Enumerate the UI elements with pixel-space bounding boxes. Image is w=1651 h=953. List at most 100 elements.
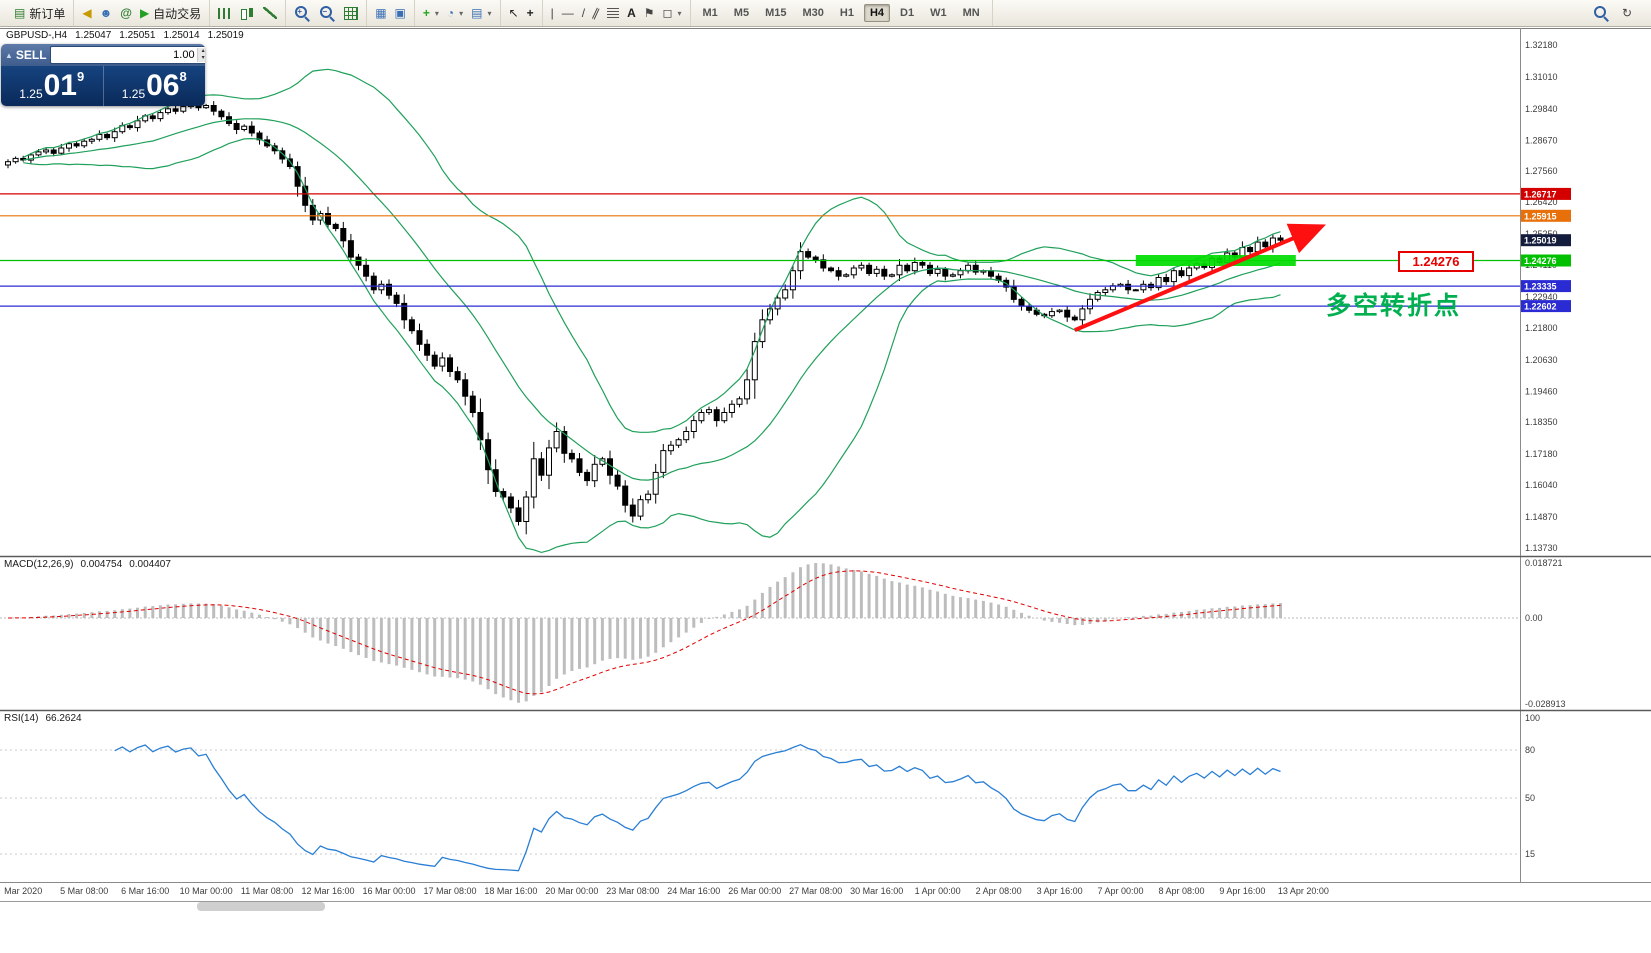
auto-scroll-button[interactable]: ▣ xyxy=(392,5,409,21)
shapes-button[interactable]: ◻ ▾ xyxy=(660,5,685,21)
tf-MN[interactable]: MN xyxy=(962,7,980,19)
volume-spin-buttons[interactable]: ▴ ▾ xyxy=(196,48,205,62)
candlestick-chart-button[interactable] xyxy=(236,5,258,22)
svg-text:12 Mar 16:00: 12 Mar 16:00 xyxy=(301,886,354,896)
toolbar-group-chart-tools: + ▾ ◔ ▾ ▤ ▾ xyxy=(415,0,501,26)
chart-canvas[interactable]: 1.32180 1.31010 1.29840 1.28670 1.27560 1.264… xyxy=(0,28,1651,902)
horizontal-scrollbar-thumb[interactable] xyxy=(197,902,325,911)
time-axis[interactable]: Mar 2020 5 Mar 08:00 6 Mar 16:00 10 Mar 00:… xyxy=(4,886,1329,896)
svg-text:27 Mar 08:00: 27 Mar 08:00 xyxy=(789,886,842,896)
svg-text:1.18350: 1.18350 xyxy=(1525,417,1558,427)
refresh-icon: ↻ xyxy=(1621,6,1632,20)
bollinger-bands[interactable] xyxy=(22,68,1281,554)
svg-text:80: 80 xyxy=(1525,745,1535,755)
chart-window[interactable]: 1.32180 1.31010 1.29840 1.28670 1.27560 1.264… xyxy=(0,28,1651,902)
symbol-title: GBPUSD-,H4 xyxy=(6,30,68,41)
tf-M15[interactable]: M15 xyxy=(765,7,787,19)
macd-histogram xyxy=(14,563,1282,703)
tf-M30[interactable]: M30 xyxy=(802,7,824,19)
tf-M1[interactable]: M1 xyxy=(702,7,718,19)
tf-H1[interactable]: H1 xyxy=(839,7,854,19)
toolbar-group-cursor-tools: ↖ + xyxy=(501,0,543,26)
trade-panel-header: ▲ SELL ▴ ▾ BUY xyxy=(1,44,205,66)
text-button[interactable]: A xyxy=(624,5,639,21)
accounts-icon-button[interactable]: ☻ xyxy=(97,5,116,21)
sell-button[interactable]: SELL xyxy=(15,48,47,62)
zoom-in-button[interactable]: + xyxy=(291,3,314,23)
volume-stepper[interactable]: ▴ ▾ xyxy=(49,46,205,64)
new-order-icon: ▤ xyxy=(14,6,26,20)
support-price-label[interactable]: 1.24276 xyxy=(1398,251,1474,272)
svg-text:5 Mar 08:00: 5 Mar 08:00 xyxy=(60,886,108,896)
refresh-button[interactable]: ↻ xyxy=(1619,5,1635,21)
macd-value-main: 0.004754 xyxy=(80,559,123,570)
line-chart-button[interactable] xyxy=(260,5,280,21)
toolbar-group-windows: ▦ ▣ xyxy=(367,0,415,26)
templates-button[interactable]: ▤ ▾ xyxy=(468,5,494,21)
autotrading-button[interactable]: ▶ 自动交易 xyxy=(139,6,202,21)
fibonacci-button[interactable] xyxy=(604,6,622,20)
bollinger-middle xyxy=(23,118,1281,481)
tile-windows-button[interactable]: ▦ xyxy=(372,5,389,21)
channel-button[interactable]: ∥ xyxy=(590,5,602,21)
volume-input[interactable] xyxy=(50,49,197,61)
periods-button[interactable]: ◔ ▾ xyxy=(444,5,466,21)
svg-text:-0.028913: -0.028913 xyxy=(1525,699,1566,709)
tf-W1[interactable]: W1 xyxy=(930,7,947,19)
svg-text:1.25019: 1.25019 xyxy=(1524,236,1557,246)
tf-D1[interactable]: D1 xyxy=(900,7,915,19)
vertical-line-button[interactable]: | xyxy=(548,5,557,21)
search-icon xyxy=(1593,5,1610,21)
indicators-button[interactable]: + ▾ xyxy=(420,5,442,21)
bid-price-button[interactable]: 1.25 01 9 xyxy=(1,66,104,106)
panel-collapse-toggle-icon[interactable]: ▲ xyxy=(5,50,13,60)
price-tag-1.25915: 1.25915 xyxy=(1521,209,1571,222)
trendline-button[interactable]: / xyxy=(579,5,588,21)
vline-icon: | xyxy=(550,6,554,20)
zoom-out-button[interactable]: − xyxy=(316,3,339,23)
trend-arrow[interactable] xyxy=(1074,223,1326,332)
turning-point-note[interactable]: 多空转折点 xyxy=(1326,292,1462,320)
chevron-down-icon: ▾ xyxy=(487,8,492,18)
volume-down-icon[interactable]: ▾ xyxy=(197,55,205,62)
svg-text:9 Apr 16:00: 9 Apr 16:00 xyxy=(1219,886,1265,896)
tile-icon: ▦ xyxy=(375,6,387,20)
toolbar-group-draw-tools: | — / ∥ A ⚑ ◻ ▾ xyxy=(543,0,691,26)
svg-text:16 Mar 00:00: 16 Mar 00:00 xyxy=(362,886,415,896)
svg-text:1.14870: 1.14870 xyxy=(1525,512,1558,522)
community-icon-button[interactable]: @ xyxy=(117,5,135,21)
play-icon: ▶ xyxy=(139,6,150,20)
candles-icon xyxy=(239,7,255,20)
symbol-info-line: GBPUSD-,H4 1.25047 1.25051 1.25014 1.250… xyxy=(6,30,244,41)
volume-up-icon[interactable]: ▴ xyxy=(197,48,205,55)
bottom-strip xyxy=(0,902,1651,953)
horizontal-line-button[interactable]: — xyxy=(559,5,577,21)
rsi-name: RSI(14) xyxy=(4,713,39,724)
svg-text:24 Mar 16:00: 24 Mar 16:00 xyxy=(667,886,720,896)
toolbar-group-chart-types xyxy=(210,0,287,26)
search-symbols-button[interactable] xyxy=(1590,3,1613,23)
svg-text:7 Apr 00:00: 7 Apr 00:00 xyxy=(1097,886,1143,896)
tf-H4[interactable]: H4 xyxy=(863,4,890,22)
toolbar-group-zoom: + − xyxy=(286,0,368,26)
svg-text:0.018721: 0.018721 xyxy=(1525,558,1563,568)
bollinger-upper xyxy=(22,68,1281,433)
cursor-button[interactable]: ↖ xyxy=(506,5,522,21)
svg-text:11 Mar 08:00: 11 Mar 08:00 xyxy=(241,886,293,896)
bar-chart-button[interactable] xyxy=(215,6,234,21)
ask-big: 06 xyxy=(146,69,180,102)
toolbar-group-services: ◀ ☻ @ ▶ 自动交易 xyxy=(74,0,211,26)
bollinger-lower xyxy=(23,137,1281,554)
sound-icon-button[interactable]: ◀ xyxy=(79,5,94,21)
grid-button[interactable] xyxy=(341,5,361,22)
crosshair-button[interactable]: + xyxy=(524,5,537,21)
support-zone-highlight[interactable] xyxy=(1135,255,1296,266)
label-button[interactable]: ⚑ xyxy=(641,5,658,21)
rsi-line[interactable] xyxy=(114,743,1281,872)
new-order-button[interactable]: ▤ 新订单 xyxy=(14,6,66,21)
ask-price-button[interactable]: 1.25 06 8 xyxy=(104,66,206,106)
svg-text:1.26717: 1.26717 xyxy=(1524,189,1557,199)
svg-text:1.28670: 1.28670 xyxy=(1525,136,1558,146)
chevron-down-icon: ▾ xyxy=(459,8,464,18)
tf-M5[interactable]: M5 xyxy=(733,7,750,19)
